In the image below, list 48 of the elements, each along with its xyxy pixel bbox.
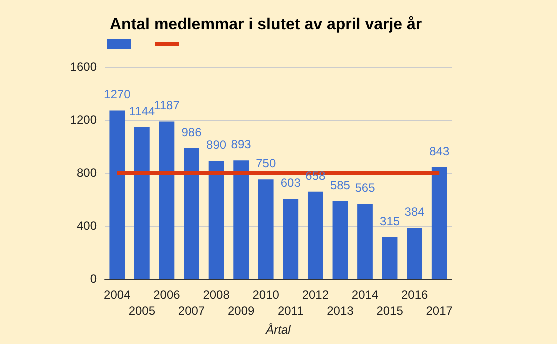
data-label: 384 xyxy=(404,205,426,220)
data-label: 315 xyxy=(380,214,400,228)
bar xyxy=(208,161,224,279)
bar xyxy=(134,127,150,279)
y-tick-label: 1600 xyxy=(70,60,98,74)
data-label: 750 xyxy=(256,156,276,171)
data-label: 603 xyxy=(280,176,302,190)
x-tick-label: 2015 xyxy=(376,304,404,318)
x-tick-label: 2011 xyxy=(278,304,304,318)
bar xyxy=(159,122,175,279)
x-tick-label: 2008 xyxy=(203,288,230,302)
bar xyxy=(332,201,348,279)
chart-title: Antal medlemmar i slutet av april varje år xyxy=(110,16,422,34)
data-label: 843 xyxy=(430,144,450,158)
x-tick-label: 2016 xyxy=(401,288,428,302)
data-label: 890 xyxy=(206,138,227,152)
bar xyxy=(358,204,373,279)
x-tick-label: 2010 xyxy=(252,288,280,302)
x-tick-label: 2004 xyxy=(104,288,132,302)
data-label: 893 xyxy=(231,138,252,152)
bar xyxy=(184,148,200,279)
bar xyxy=(407,228,423,279)
x-tick-label: 2006 xyxy=(154,288,181,302)
data-label: 565 xyxy=(355,181,376,196)
y-tick-label: 400 xyxy=(76,219,98,233)
data-label: 1187 xyxy=(154,98,180,113)
bar xyxy=(234,160,250,279)
x-tick-label: 2014 xyxy=(352,288,379,302)
x-tick-label: 2012 xyxy=(302,288,330,302)
data-label: 585 xyxy=(330,178,351,192)
bar xyxy=(110,110,126,279)
x-tick-label: 2017 xyxy=(426,304,454,318)
y-tick-label: 800 xyxy=(76,166,98,180)
y-tick-label: 1200 xyxy=(70,113,98,127)
bar xyxy=(308,192,324,279)
bar xyxy=(382,237,398,279)
x-tick-label: 2009 xyxy=(228,304,255,318)
data-label: 1270 xyxy=(104,88,132,102)
bar xyxy=(283,199,299,279)
y-tick-label: 0 xyxy=(90,272,98,286)
bar xyxy=(432,167,448,279)
x-axis-title: Årtal xyxy=(265,322,292,337)
data-label: 1144 xyxy=(129,104,156,118)
x-tick-label: 2007 xyxy=(178,304,206,318)
bar xyxy=(258,180,274,279)
x-tick-label: 2005 xyxy=(128,304,156,318)
x-tick-label: 2013 xyxy=(327,304,354,318)
data-label: 986 xyxy=(182,125,202,140)
